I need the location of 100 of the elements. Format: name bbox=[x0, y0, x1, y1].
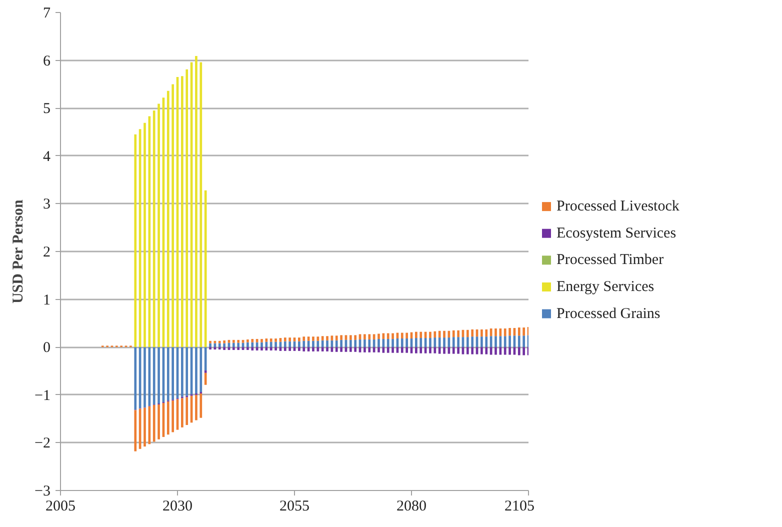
bar bbox=[429, 332, 432, 338]
bar bbox=[172, 84, 174, 348]
bar bbox=[274, 342, 277, 348]
bar bbox=[302, 347, 306, 352]
bar bbox=[508, 328, 511, 336]
bar bbox=[358, 347, 362, 352]
bar bbox=[415, 338, 418, 348]
bar bbox=[312, 336, 314, 341]
bar bbox=[232, 347, 235, 350]
bar bbox=[223, 343, 226, 348]
bar bbox=[204, 347, 207, 371]
bar bbox=[410, 347, 413, 354]
bar bbox=[326, 340, 328, 348]
bar bbox=[480, 336, 483, 348]
bar bbox=[209, 340, 212, 344]
bar bbox=[302, 336, 306, 341]
bar bbox=[372, 347, 376, 352]
bar bbox=[232, 342, 235, 348]
bar bbox=[256, 347, 258, 350]
bar bbox=[480, 347, 483, 354]
bar bbox=[144, 347, 146, 408]
bar bbox=[443, 338, 446, 348]
bar bbox=[172, 400, 174, 432]
y-tick-label: 7 bbox=[43, 6, 51, 22]
bar bbox=[195, 56, 198, 348]
y-tick-label: −2 bbox=[34, 436, 51, 452]
bar bbox=[400, 347, 404, 353]
x-tick-label: 2030 bbox=[162, 498, 192, 514]
bar bbox=[195, 394, 198, 420]
bar bbox=[335, 347, 338, 352]
bar bbox=[186, 347, 188, 396]
bar bbox=[166, 347, 170, 401]
bar bbox=[298, 347, 300, 351]
bar bbox=[494, 347, 497, 355]
bar bbox=[204, 190, 207, 348]
bar bbox=[312, 340, 314, 348]
bar bbox=[462, 347, 464, 354]
bar bbox=[434, 338, 436, 348]
bar bbox=[152, 347, 156, 404]
bar bbox=[144, 122, 146, 348]
bar bbox=[372, 334, 376, 340]
bar bbox=[265, 347, 268, 350]
bar bbox=[364, 347, 366, 352]
bar bbox=[204, 372, 207, 385]
bar bbox=[260, 342, 263, 348]
bar bbox=[284, 338, 286, 342]
bar bbox=[246, 342, 249, 348]
bar bbox=[386, 338, 390, 348]
bar bbox=[270, 338, 272, 342]
bar bbox=[335, 340, 338, 348]
bar bbox=[158, 104, 160, 348]
bar bbox=[284, 347, 286, 351]
bar bbox=[485, 336, 488, 348]
bar bbox=[364, 334, 366, 340]
bar bbox=[288, 341, 291, 348]
bar bbox=[288, 347, 291, 351]
bar bbox=[237, 340, 240, 343]
bar bbox=[434, 347, 436, 354]
bar bbox=[471, 329, 474, 337]
bar bbox=[400, 338, 404, 348]
y-tick-label: 2 bbox=[43, 244, 50, 260]
bar bbox=[251, 338, 254, 342]
legend-label: Processed Timber bbox=[556, 252, 664, 268]
bar bbox=[504, 328, 506, 336]
bar bbox=[518, 328, 520, 336]
bar bbox=[200, 62, 202, 348]
x-tick-label: 2080 bbox=[396, 498, 426, 514]
bar bbox=[246, 339, 249, 342]
y-tick-label: 4 bbox=[43, 148, 51, 165]
bar bbox=[158, 347, 160, 404]
bar bbox=[354, 347, 357, 352]
bar bbox=[251, 347, 254, 350]
bar bbox=[406, 338, 408, 348]
bar bbox=[358, 334, 362, 340]
bar bbox=[265, 338, 268, 342]
y-tick-label: −3 bbox=[34, 484, 51, 500]
y-tick-label: 5 bbox=[43, 101, 50, 118]
bar bbox=[288, 338, 291, 342]
bar bbox=[223, 340, 226, 344]
bar bbox=[476, 347, 478, 354]
bar bbox=[223, 347, 226, 350]
bar bbox=[368, 347, 371, 352]
bar bbox=[452, 347, 455, 354]
bar bbox=[392, 347, 394, 353]
bar bbox=[429, 347, 432, 354]
bar bbox=[256, 338, 258, 342]
bar bbox=[466, 347, 469, 354]
x-tick-label: 2005 bbox=[46, 498, 76, 514]
bar bbox=[340, 335, 342, 340]
bar bbox=[471, 336, 474, 348]
y-tick-label: 3 bbox=[43, 196, 50, 213]
bar bbox=[260, 338, 263, 342]
bar bbox=[518, 336, 520, 348]
legend-label: Energy Services bbox=[556, 278, 654, 295]
bar bbox=[504, 347, 506, 355]
bar bbox=[284, 341, 286, 348]
bar bbox=[378, 347, 380, 352]
bar bbox=[400, 332, 404, 338]
bar bbox=[270, 347, 272, 350]
bar bbox=[298, 338, 300, 342]
